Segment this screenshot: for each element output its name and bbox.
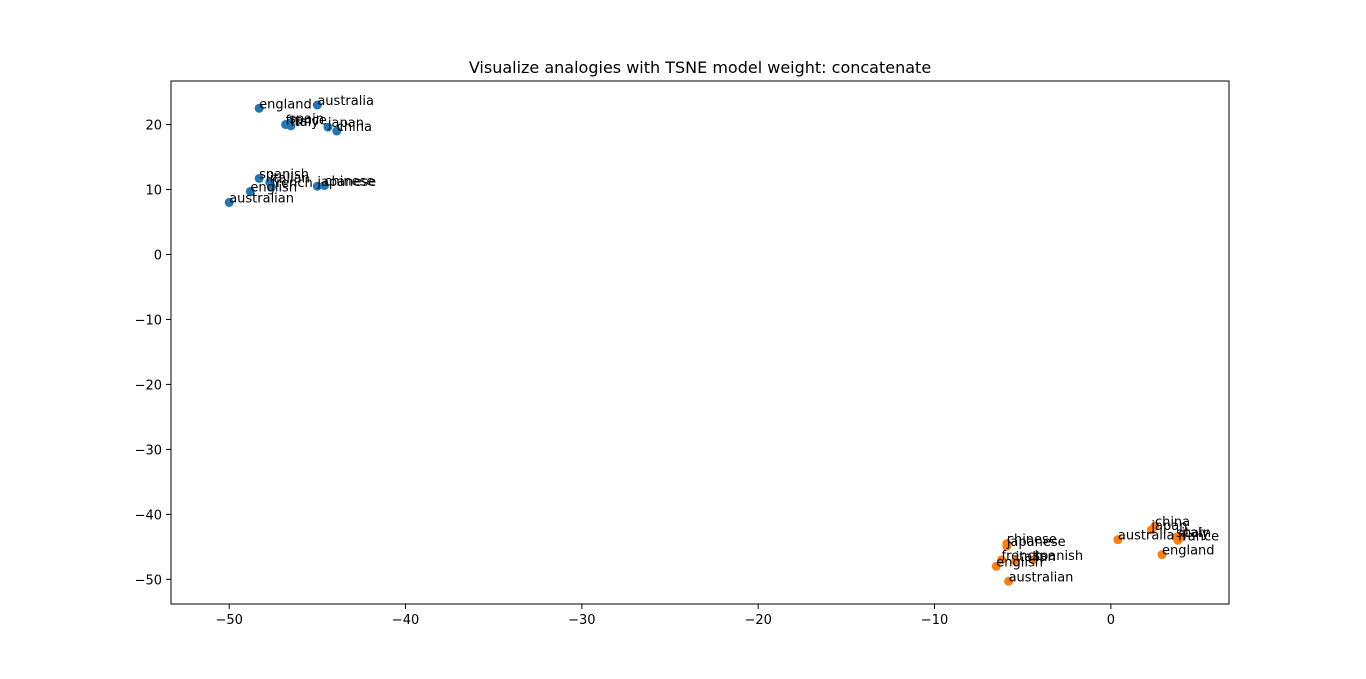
point-label: china: [337, 120, 372, 135]
point-label: english: [250, 180, 297, 195]
data-point: [312, 100, 322, 110]
point-label: france: [1178, 529, 1219, 544]
data-point: [224, 197, 234, 207]
data-point: [1146, 525, 1156, 535]
data-marks: [224, 100, 1186, 586]
y-tick-label: −10: [135, 313, 162, 328]
x-tick-label: −30: [568, 613, 595, 628]
data-point: [312, 181, 322, 191]
point-label: australia: [1118, 529, 1175, 544]
y-tick-label: −20: [135, 378, 162, 393]
chart-title: Visualize analogies with TSNE model weig…: [469, 58, 931, 77]
x-tick-label: −50: [215, 613, 242, 628]
y-tick-label: −40: [135, 508, 162, 523]
y-tick-label: −30: [135, 443, 162, 458]
point-label: spain: [1176, 526, 1211, 541]
point-label: japanese: [1006, 535, 1066, 550]
point-label: australia: [317, 94, 374, 109]
data-point: [1002, 541, 1012, 551]
y-tick-label: −50: [135, 573, 162, 588]
data-point: [332, 126, 342, 136]
point-label: italian: [270, 171, 310, 186]
axes: −50 −40 −30 −20 −10 0 20 10 0 −10 −20 −30 −40 −50: [135, 119, 1115, 628]
point-label: italy: [291, 115, 319, 130]
point-label: french: [1002, 549, 1043, 564]
x-tick-label: −40: [392, 613, 419, 628]
point-label: japan: [327, 116, 364, 131]
data-point: [991, 561, 1001, 571]
y-tick-label: 10: [145, 183, 162, 198]
data-point: [1004, 576, 1014, 586]
y-tick-label: 20: [145, 119, 162, 134]
point-label: england: [259, 97, 312, 112]
point-label: japanese: [316, 175, 376, 190]
point-label: italian: [1016, 550, 1056, 565]
plot-frame: [170, 80, 1230, 605]
point-label: england: [1162, 544, 1215, 559]
x-tick-label: −20: [744, 613, 771, 628]
data-point: [254, 103, 264, 113]
x-tick-label: −10: [921, 613, 948, 628]
data-point: [245, 186, 255, 196]
point-label: chinese: [324, 175, 374, 190]
x-tick-label: 0: [1107, 613, 1115, 628]
point-label: italy: [1181, 526, 1209, 541]
data-point: [1173, 535, 1183, 545]
point-label: spain: [289, 112, 324, 127]
point-label: chinese: [1007, 533, 1057, 548]
data-point: [997, 555, 1007, 565]
point-label: spanish: [1033, 549, 1083, 564]
data-point: [1113, 535, 1123, 545]
point-label: australian: [229, 191, 294, 206]
data-point: [323, 122, 333, 132]
y-tick-label: 0: [154, 248, 162, 263]
data-point: [319, 181, 329, 191]
point-label: english: [996, 555, 1043, 570]
point-label: french: [272, 176, 313, 191]
data-point: [267, 182, 277, 192]
data-point: [1157, 550, 1167, 560]
data-point: [286, 121, 296, 131]
data-point: [254, 173, 264, 183]
point-label: japan: [1150, 519, 1187, 534]
data-point: [1011, 556, 1021, 566]
data-point: [1028, 555, 1038, 565]
point-label: spanish: [259, 167, 309, 182]
point-label: china: [1155, 515, 1190, 530]
point-label: france: [286, 114, 327, 129]
point-label: australian: [1009, 570, 1074, 585]
